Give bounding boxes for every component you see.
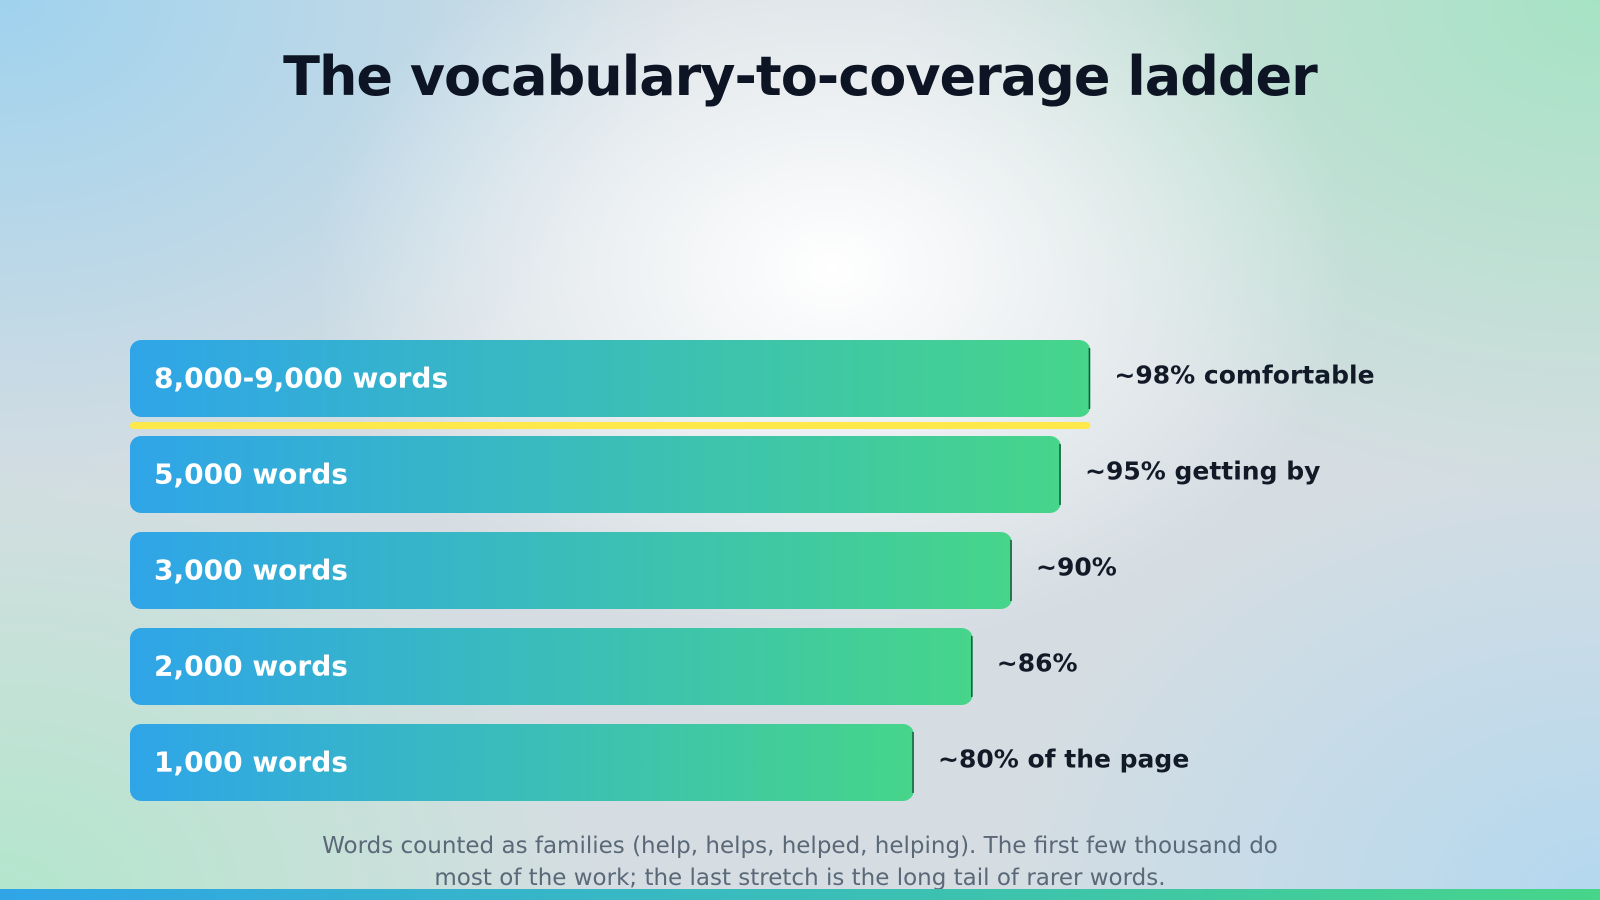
footnote: Words counted as families (help, helps, … bbox=[322, 833, 1278, 891]
bar bbox=[130, 724, 914, 801]
value-label: ~86% bbox=[997, 649, 1078, 678]
bar-label: 1,000 words bbox=[154, 746, 348, 779]
value-label: ~95% getting by bbox=[1085, 457, 1320, 486]
bar-label: 8,000-9,000 words bbox=[154, 362, 448, 395]
bar-label: 3,000 words bbox=[154, 554, 348, 587]
chart-title: The vocabulary-to-coverage ladder bbox=[283, 45, 1318, 108]
bar-label: 5,000 words bbox=[154, 458, 348, 491]
bar bbox=[130, 436, 1061, 513]
bar-label: 2,000 words bbox=[154, 650, 348, 683]
bottom-strip bbox=[0, 889, 1600, 900]
value-label: ~98% comfortable bbox=[1114, 361, 1374, 390]
value-label: ~80% of the page bbox=[938, 745, 1189, 774]
value-label: ~90% bbox=[1036, 553, 1117, 582]
bar bbox=[130, 532, 1012, 609]
bar bbox=[130, 340, 1091, 417]
highlight-underline bbox=[130, 422, 1091, 429]
bar bbox=[130, 628, 973, 705]
